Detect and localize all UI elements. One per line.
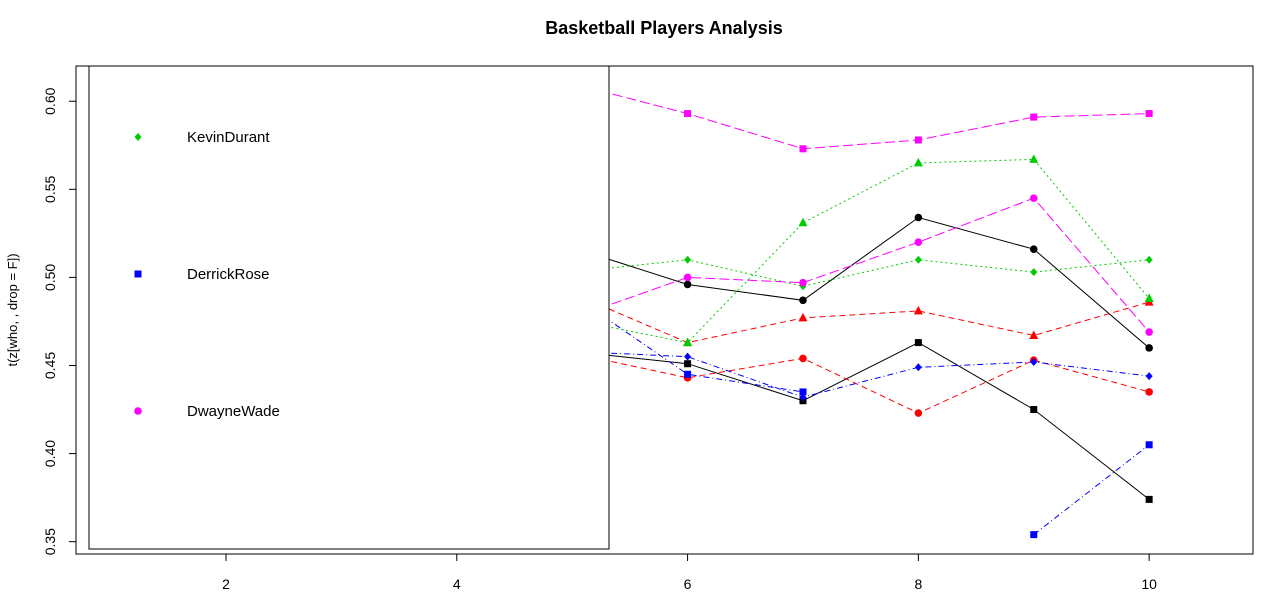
data-point: [683, 337, 693, 347]
data-point: [799, 296, 807, 305]
data-point: [1030, 406, 1038, 414]
y-tick-label: 0.50: [42, 264, 58, 291]
data-point: [1145, 328, 1153, 336]
y-tick-label: 0.35: [42, 528, 58, 555]
data-point: [914, 213, 923, 222]
data-point: [683, 280, 692, 289]
series-line-7: [571, 294, 804, 393]
data-point: [1029, 245, 1038, 254]
x-tick-label: 2: [222, 576, 230, 592]
legend-marker: [134, 133, 142, 141]
data-point: [799, 388, 807, 396]
series-line-10: [572, 197, 1150, 333]
data-point: [1030, 268, 1038, 277]
y-axis-label: t(z[who, , drop = F]): [5, 253, 20, 366]
data-point: [914, 255, 922, 264]
data-point: [799, 145, 807, 153]
data-point: [914, 238, 923, 246]
legend-label: KevinDurant: [187, 129, 270, 146]
legend: KevinDurant DerrickRose DwayneWade: [134, 129, 280, 420]
x-tick-label: 8: [914, 576, 922, 592]
axes: 2 4 6 8 10 0.35 0.40 0.45 0.50 0.55 0.60: [42, 87, 1157, 592]
data-point: [684, 360, 692, 368]
data-point: [1030, 357, 1038, 366]
series-line-6: [572, 259, 1150, 287]
chart-title: Basketball Players Analysis: [545, 18, 782, 38]
legend-marker: [134, 407, 142, 415]
data-point: [914, 136, 922, 144]
data-point: [1145, 110, 1153, 118]
data-point: [1145, 255, 1153, 264]
data-point: [1029, 194, 1038, 202]
series-line-8: [572, 350, 1150, 398]
data-point: [1029, 330, 1039, 340]
y-tick-label: 0.60: [42, 87, 58, 114]
data-point: [1029, 154, 1039, 163]
y-tick-label: 0.55: [42, 175, 58, 202]
data-point: [913, 157, 923, 167]
x-tick-label: 6: [684, 576, 692, 592]
y-tick-label: 0.40: [42, 440, 58, 467]
data-point: [1030, 531, 1038, 539]
data-point: [1144, 293, 1154, 303]
series-markers: [683, 110, 1154, 539]
data-point: [799, 278, 807, 287]
data-point: [1145, 495, 1153, 503]
data-point: [684, 370, 692, 378]
legend-label: DerrickRose: [187, 266, 270, 283]
y-tick-label: 0.45: [42, 352, 58, 379]
data-point: [1145, 372, 1153, 381]
data-point: [914, 363, 922, 372]
series-line-2: [572, 342, 1150, 500]
series-lines: [571, 83, 1150, 535]
series-line-3: [572, 292, 1150, 344]
data-point: [1145, 344, 1153, 352]
series-line-4: [572, 352, 1150, 414]
series-line-7: [1033, 444, 1150, 535]
legend-label: DwayneWade: [187, 403, 280, 420]
data-point: [914, 409, 923, 417]
data-point: [799, 393, 807, 402]
series-line-1: [572, 216, 1150, 349]
legend-marker: [134, 270, 142, 278]
data-point: [799, 354, 807, 363]
data-point: [684, 255, 692, 264]
x-tick-label: 4: [453, 576, 461, 592]
data-point: [684, 110, 692, 118]
data-point: [1030, 113, 1038, 121]
data-point: [914, 339, 922, 347]
data-point: [913, 305, 923, 315]
series-line-9: [572, 83, 1150, 150]
plot-frame: [75, 65, 1254, 555]
data-point: [798, 217, 808, 227]
data-point: [684, 352, 692, 361]
data-point: [1145, 388, 1153, 396]
data-point: [683, 273, 692, 282]
data-point: [1145, 441, 1153, 449]
series-line-5: [572, 158, 1150, 344]
data-point: [798, 312, 808, 322]
x-tick-label: 10: [1141, 576, 1157, 592]
legend-box: [88, 65, 610, 550]
